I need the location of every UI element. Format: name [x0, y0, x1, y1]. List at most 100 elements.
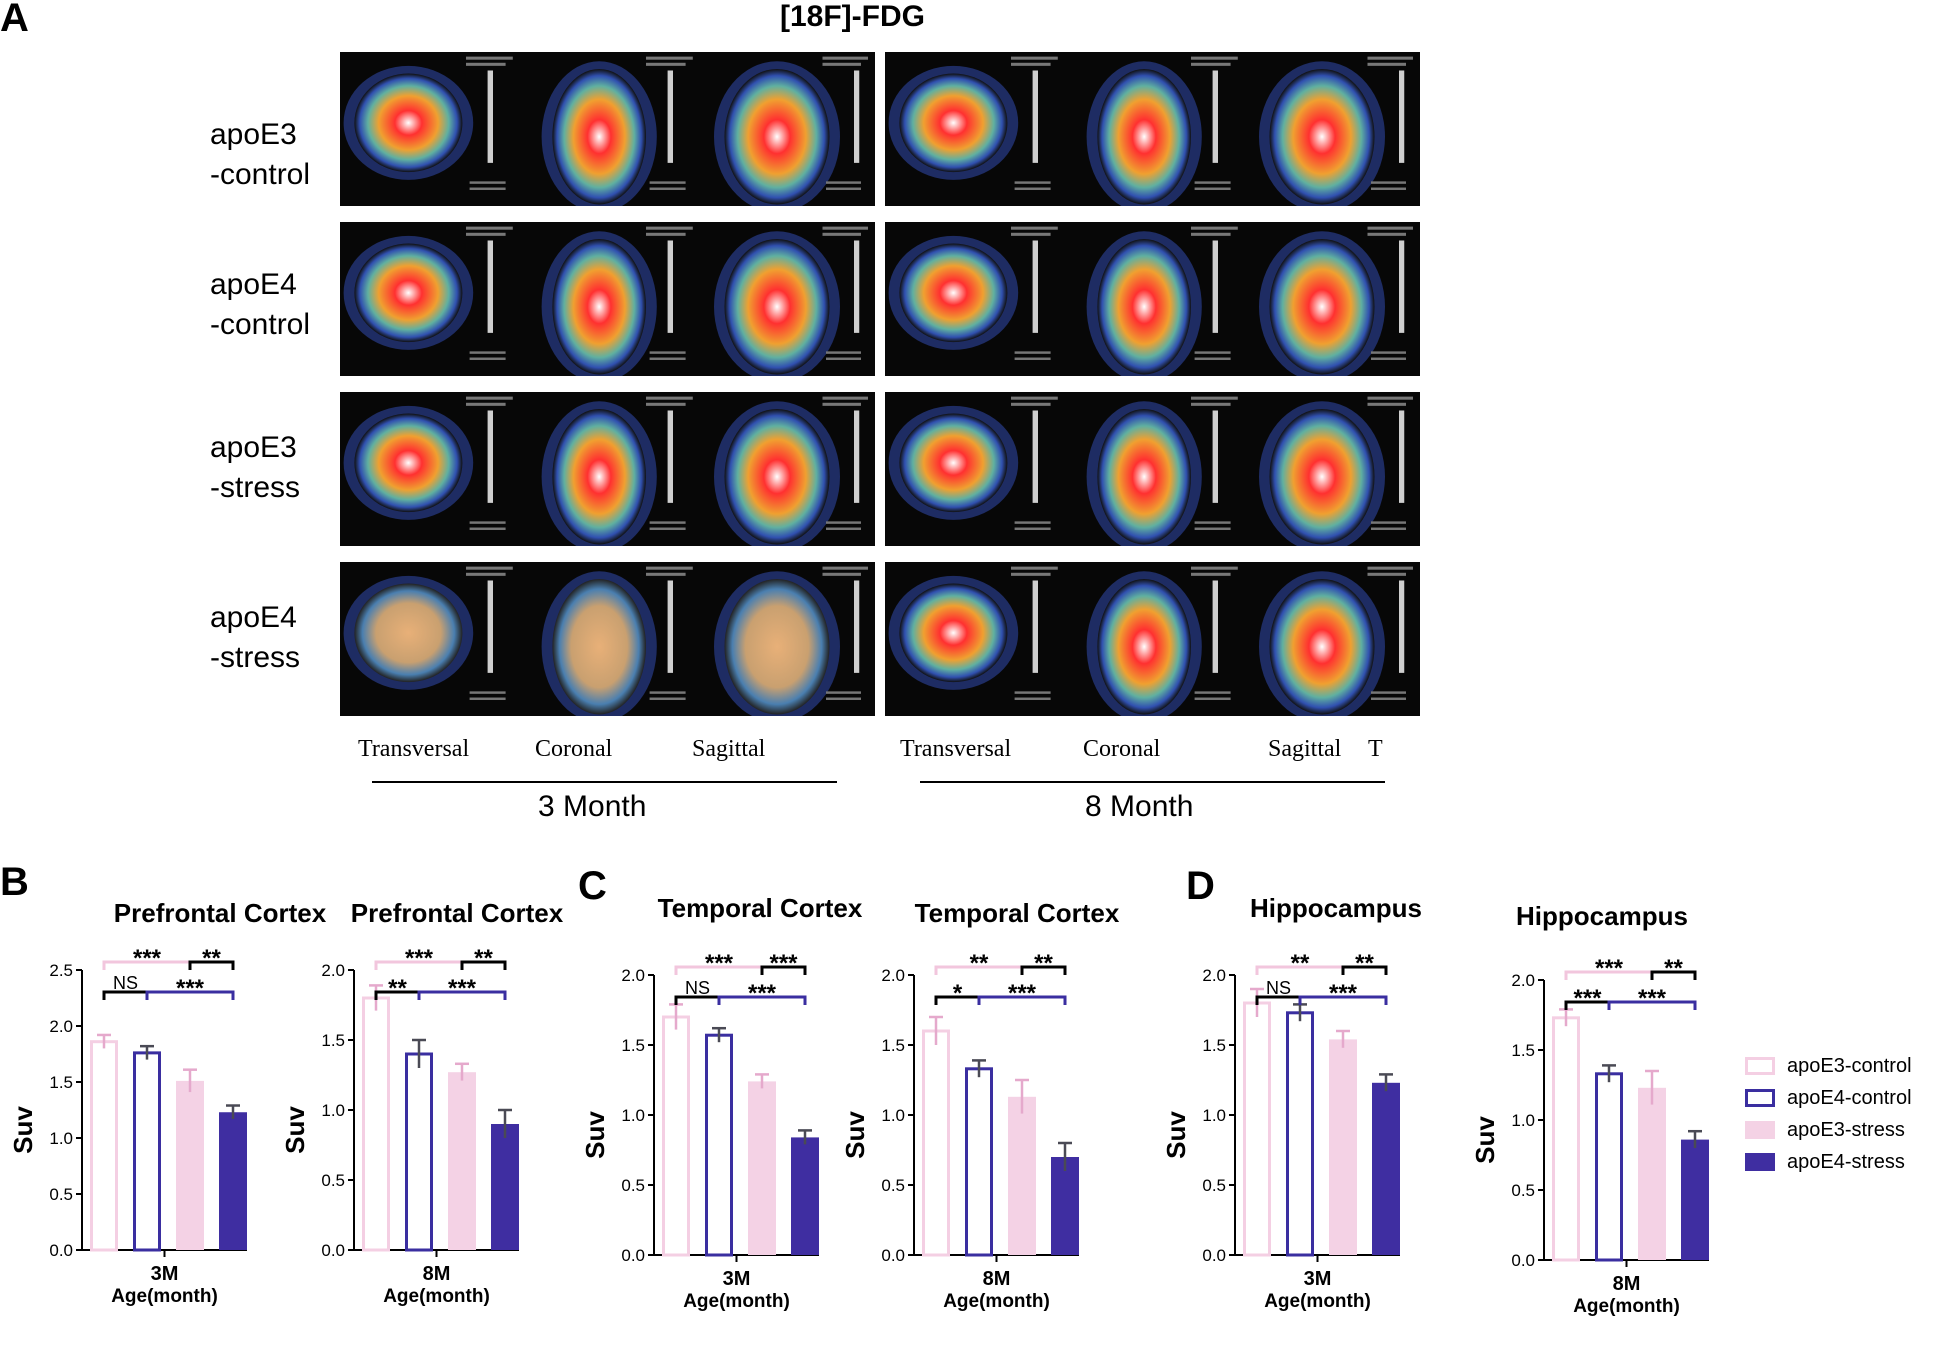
bar-apoe4-stress	[1681, 1139, 1709, 1260]
y-tick-label: 0.0	[321, 1241, 345, 1260]
bar-apoe4-stress	[791, 1137, 819, 1255]
bar-apoe3-stress	[748, 1081, 776, 1255]
view-label-3m-sagittal: Sagittal	[692, 736, 766, 762]
pet-scan-apoe4-stress-3m-coronal	[520, 562, 700, 716]
y-tick-label: 1.5	[49, 1073, 73, 1092]
significance-label: NS	[685, 978, 710, 998]
pet-scan-apoe3-stress-8m-sagittal	[1245, 392, 1420, 546]
y-tick-label: 1.0	[881, 1106, 905, 1125]
y-tick-label: 0.0	[1511, 1251, 1535, 1270]
chart-b-3m: Prefrontal Cortex 0.0 0.5 1.0 1.5 2.0 2.5 Suv 3M…	[8, 880, 327, 1350]
chart-c-8m: Temporal Cortex 0.0 0.5 1.0 1.5 2.0 Suv 8M Age(m…	[840, 880, 1120, 1350]
legend-label: apoE4-stress	[1787, 1150, 1905, 1173]
significance-label: ***	[1329, 980, 1358, 1007]
y-axis-label: Suv	[840, 1111, 870, 1159]
row-label-apoe3-control: apoE3 -control	[210, 118, 311, 191]
y-tick-label: 0.5	[1511, 1181, 1535, 1200]
significance-label: ***	[448, 975, 477, 1002]
bar-apoe3-stress	[1329, 1039, 1357, 1255]
y-tick-label: 0.5	[49, 1185, 73, 1204]
y-tick-label: 0.5	[1202, 1176, 1226, 1195]
pet-scan-apoe3-control-8m-transversal	[885, 52, 1065, 206]
y-tick-label: 1.0	[621, 1106, 645, 1125]
panel-a-title: [18F]-FDG	[780, 0, 925, 33]
bar-apoe3-control	[362, 996, 390, 1252]
pet-scan-apoe3-control-3m-transversal	[340, 52, 520, 206]
pet-scan-apoe3-stress-3m-sagittal	[700, 392, 875, 546]
y-tick-label: 2.5	[49, 961, 73, 980]
panel-letter-a: A	[0, 0, 29, 40]
bar-apoe4-control	[965, 1067, 993, 1257]
significance-bracket	[760, 965, 807, 975]
chart-title: Hippocampus	[1516, 901, 1688, 931]
view-label-8m-transversal: Transversal	[900, 736, 1012, 762]
legend-item-apoe4-stress: apoE4-stress	[1745, 1146, 1912, 1178]
pet-scan-apoe4-control-8m-sagittal	[1245, 222, 1420, 376]
legend-label: apoE3-stress	[1787, 1118, 1905, 1141]
pet-scan-apoe4-stress-3m-transversal	[340, 562, 520, 716]
significance-bracket	[417, 990, 507, 1000]
pet-scan-apoe4-stress-8m-sagittal	[1245, 562, 1420, 716]
row-label-apoe4-control: apoE4 -control	[210, 268, 311, 341]
y-tick-label: 2.0	[1202, 966, 1226, 985]
y-tick-label: 0.5	[881, 1176, 905, 1195]
bar-apoe3-control	[1552, 1016, 1580, 1262]
pet-scan-apoe3-control-3m-coronal	[520, 52, 700, 206]
view-label-8m-sagittal: Sagittal	[1268, 736, 1342, 762]
significance-label: *	[953, 980, 963, 1007]
significance-label: ***	[705, 950, 734, 977]
significance-bracket	[1650, 970, 1697, 980]
bar-apoe3-control	[662, 1015, 690, 1257]
chart-title: Temporal Cortex	[915, 898, 1120, 928]
chart-c-3m: Temporal Cortex 0.0 0.5 1.0 1.5 2.0 Suv 3M Age(m…	[580, 880, 863, 1350]
significance-label: ***	[133, 945, 162, 972]
significance-label: ***	[1008, 980, 1037, 1007]
x-tick-label: 8M	[423, 1263, 451, 1285]
x-axis-title: Age(month)	[383, 1286, 490, 1307]
significance-label: ***	[405, 945, 434, 972]
significance-label: NS	[113, 973, 138, 993]
chart-title: Prefrontal Cortex	[351, 898, 564, 928]
significance-label: **	[970, 950, 989, 977]
age-divider-3m	[372, 781, 837, 783]
x-tick-label: 8M	[983, 1268, 1011, 1290]
y-tick-label: 1.5	[1511, 1041, 1535, 1060]
bar-apoe4-stress	[219, 1112, 247, 1250]
y-tick-label: 1.5	[881, 1036, 905, 1055]
legend-swatch-apoe4-stress	[1745, 1153, 1775, 1171]
legend-item-apoe3-stress: apoE3-stress	[1745, 1114, 1912, 1146]
pet-scan-apoe4-control-3m-transversal	[340, 222, 520, 376]
x-axis-title: Age(month)	[683, 1291, 790, 1312]
y-tick-label: 1.5	[621, 1036, 645, 1055]
legend-item-apoe3-control: apoE3-control	[1745, 1050, 1912, 1082]
significance-bracket	[977, 995, 1067, 1005]
bar-apoe3-stress	[448, 1072, 476, 1250]
bar-apoe4-stress	[491, 1124, 519, 1250]
significance-label: ***	[769, 950, 798, 977]
y-axis-label: Suv	[1470, 1116, 1500, 1164]
pet-scan-apoe3-stress-8m-transversal	[885, 392, 1065, 546]
panel-letter-b: B	[0, 860, 29, 904]
row-label-apoe3-stress: apoE3 -stress	[210, 431, 300, 504]
bar-apoe4-control	[1286, 1011, 1314, 1257]
bar-apoe4-control	[133, 1051, 161, 1252]
bar-apoe3-control	[1243, 1001, 1271, 1257]
legend-swatch-apoe3-stress	[1745, 1121, 1775, 1139]
y-tick-label: 2.0	[621, 966, 645, 985]
y-axis-label: Suv	[1161, 1111, 1191, 1159]
bar-apoe3-control	[90, 1040, 118, 1252]
significance-bracket	[145, 990, 235, 1000]
chart-title: Hippocampus	[1250, 893, 1422, 923]
bar-apoe4-control	[1595, 1072, 1623, 1262]
legend-swatch-apoe3-control	[1745, 1057, 1775, 1075]
row-label-apoe4-stress: apoE4 -stress	[210, 601, 300, 674]
significance-label: **	[1034, 950, 1053, 977]
x-tick-label: 8M	[1613, 1273, 1641, 1295]
significance-label: **	[388, 975, 407, 1002]
bar-apoe4-stress	[1372, 1082, 1400, 1255]
pet-scan-apoe4-control-8m-coronal	[1065, 222, 1245, 376]
y-tick-label: 0.0	[49, 1241, 73, 1260]
pet-scan-apoe3-control-8m-coronal	[1065, 52, 1245, 206]
y-tick-label: 1.5	[1202, 1036, 1226, 1055]
pet-scan-apoe4-stress-8m-coronal	[1065, 562, 1245, 716]
